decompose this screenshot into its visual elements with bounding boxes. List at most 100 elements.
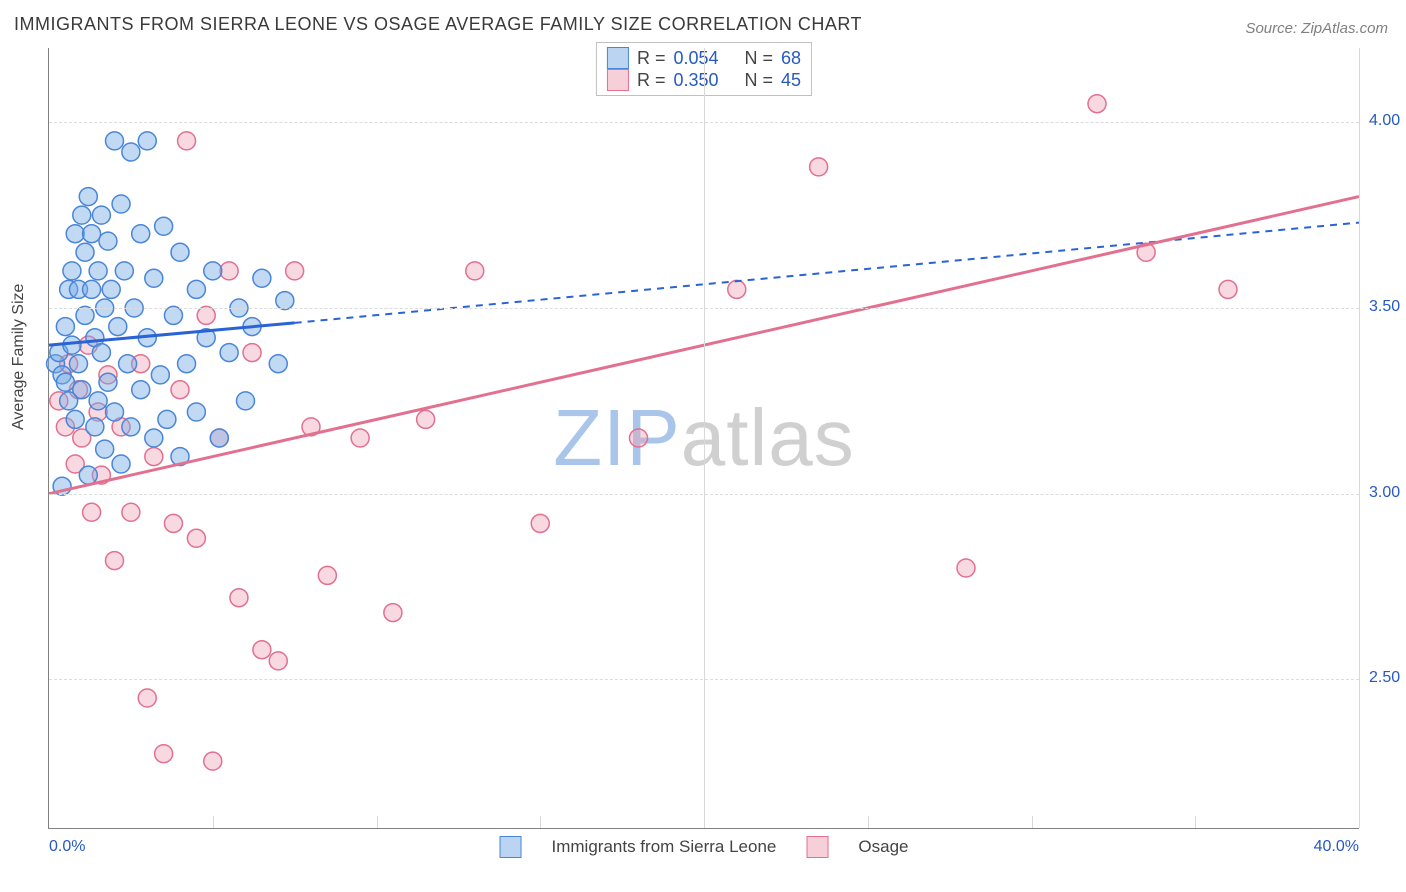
scatter-point-sierra_leone [76,306,94,324]
scatter-point-osage [178,132,196,150]
scatter-point-osage [230,589,248,607]
scatter-point-sierra_leone [122,418,140,436]
scatter-point-sierra_leone [155,217,173,235]
n-value: 45 [781,70,801,91]
scatter-point-osage [1088,95,1106,113]
scatter-point-osage [83,503,101,521]
scatter-point-sierra_leone [145,269,163,287]
scatter-point-sierra_leone [138,132,156,150]
scatter-point-sierra_leone [112,195,130,213]
scatter-point-osage [531,514,549,532]
scatter-point-sierra_leone [92,206,110,224]
scatter-point-sierra_leone [210,429,228,447]
scatter-point-osage [384,604,402,622]
scatter-point-sierra_leone [171,243,189,261]
scatter-point-sierra_leone [132,225,150,243]
scatter-point-sierra_leone [220,344,238,362]
scatter-point-sierra_leone [119,355,137,373]
scatter-point-osage [220,262,238,280]
scatter-point-osage [269,652,287,670]
legend-label-blue: Immigrants from Sierra Leone [552,837,777,857]
scatter-point-osage [286,262,304,280]
scatter-point-osage [204,752,222,770]
scatter-point-sierra_leone [79,188,97,206]
y-tick-label: 4.00 [1369,112,1406,130]
source-attribution: Source: ZipAtlas.com [1245,20,1388,37]
y-tick-label: 3.00 [1369,484,1406,502]
scatter-point-sierra_leone [106,403,124,421]
r-label: R = [637,48,666,69]
scatter-point-osage [810,158,828,176]
scatter-point-sierra_leone [158,410,176,428]
x-tick-right: 40.0% [1314,838,1359,856]
scatter-point-sierra_leone [145,429,163,447]
gridline-v [1359,48,1360,828]
x-minor-tick [868,816,869,828]
scatter-point-osage [417,410,435,428]
scatter-point-sierra_leone [69,355,87,373]
scatter-point-osage [728,280,746,298]
scatter-point-sierra_leone [66,225,84,243]
scatter-point-osage [1219,280,1237,298]
scatter-point-sierra_leone [112,455,130,473]
scatter-point-sierra_leone [204,262,222,280]
n-value: 68 [781,48,801,69]
scatter-point-sierra_leone [83,280,101,298]
scatter-point-osage [318,566,336,584]
x-tick-left: 0.0% [49,838,85,856]
scatter-point-osage [145,448,163,466]
scatter-point-sierra_leone [102,280,120,298]
scatter-point-sierra_leone [73,206,91,224]
scatter-point-osage [122,503,140,521]
scatter-point-sierra_leone [63,336,81,354]
scatter-point-sierra_leone [96,440,114,458]
scatter-point-sierra_leone [92,344,110,362]
chart-title: IMMIGRANTS FROM SIERRA LEONE VS OSAGE AV… [14,14,862,35]
scatter-point-sierra_leone [79,466,97,484]
swatch-blue-icon [607,47,629,69]
scatter-point-sierra_leone [276,292,294,310]
scatter-point-osage [171,381,189,399]
y-axis-label: Average Family Size [10,284,28,430]
scatter-point-sierra_leone [106,132,124,150]
scatter-point-sierra_leone [99,373,117,391]
scatter-point-sierra_leone [269,355,287,373]
swatch-pink-icon [806,836,828,858]
scatter-point-osage [253,641,271,659]
scatter-point-osage [197,306,215,324]
n-label: N = [745,70,774,91]
scatter-point-sierra_leone [83,225,101,243]
scatter-point-sierra_leone [109,318,127,336]
scatter-point-osage [957,559,975,577]
scatter-point-sierra_leone [86,418,104,436]
scatter-point-sierra_leone [151,366,169,384]
scatter-point-sierra_leone [76,243,94,261]
n-label: N = [745,48,774,69]
scatter-point-sierra_leone [164,306,182,324]
y-tick-label: 2.50 [1369,669,1406,687]
x-minor-tick [1195,816,1196,828]
scatter-point-sierra_leone [99,232,117,250]
scatter-point-sierra_leone [132,381,150,399]
scatter-point-sierra_leone [237,392,255,410]
scatter-point-sierra_leone [178,355,196,373]
scatter-point-osage [106,552,124,570]
r-label: R = [637,70,666,91]
scatter-point-sierra_leone [115,262,133,280]
x-minor-tick [213,816,214,828]
scatter-point-sierra_leone [56,373,74,391]
scatter-point-sierra_leone [253,269,271,287]
x-minor-tick [540,816,541,828]
scatter-point-sierra_leone [187,280,205,298]
scatter-point-osage [630,429,648,447]
gridline-v [704,48,705,828]
legend-label-pink: Osage [858,837,908,857]
series-legend: Immigrants from Sierra Leone Osage [500,836,909,858]
scatter-point-osage [164,514,182,532]
scatter-point-sierra_leone [63,262,81,280]
y-tick-label: 3.50 [1369,298,1406,316]
scatter-point-osage [351,429,369,447]
scatter-point-sierra_leone [66,410,84,428]
scatter-point-sierra_leone [89,262,107,280]
scatter-point-sierra_leone [122,143,140,161]
